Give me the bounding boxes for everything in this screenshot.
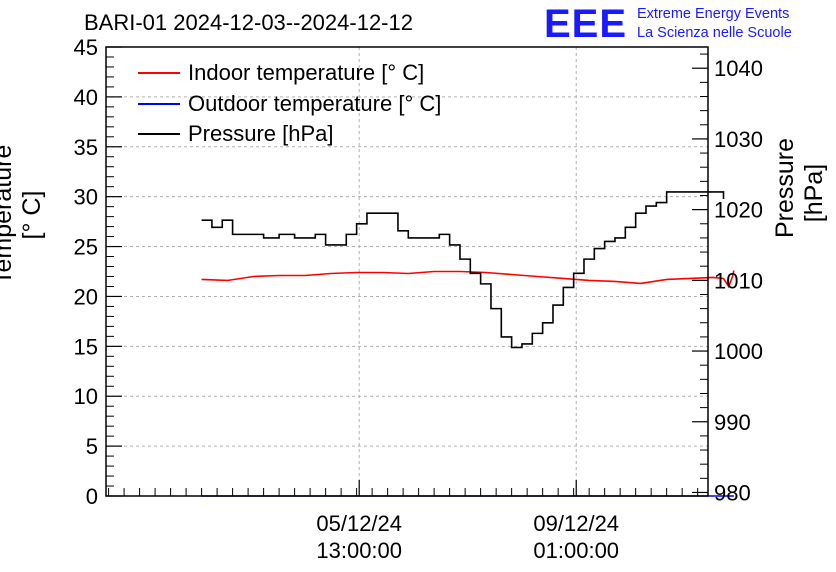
legend-label-pressure: Pressure [hPa]	[188, 121, 334, 146]
y-tick-label: 25	[74, 235, 98, 260]
series-line-2	[201, 191, 725, 349]
legend-label-outdoor: Outdoor temperature [° C]	[188, 91, 442, 116]
series-layer	[201, 191, 735, 497]
legend-swatch-outdoor	[138, 103, 180, 105]
grid	[106, 47, 708, 496]
axes: 0 5 10 15 20 25 30 35 40 45 980 990 1000 1010 1020 1030…	[74, 35, 763, 563]
series-line-0	[201, 270, 735, 289]
y2-tick-label: 1020	[714, 198, 763, 223]
y-tick-label: 5	[86, 434, 98, 459]
legend-label-indoor: Indoor temperature [° C]	[188, 60, 425, 85]
legend-swatch-indoor	[138, 72, 180, 74]
y-tick-label: 40	[74, 85, 98, 110]
chart-title: BARI-01 2024-12-03--2024-12-12	[84, 10, 413, 35]
y2-tick-label: 1030	[714, 127, 763, 152]
x-tick-label-date: 09/12/24	[533, 511, 619, 536]
y2-tick-label: 990	[714, 410, 751, 435]
y-tick-label: 45	[74, 35, 98, 60]
y2-tick-label: 1010	[714, 268, 763, 293]
x-tick-label-date: 05/12/24	[316, 511, 402, 536]
y2-tick-label: 1040	[714, 56, 763, 81]
plot-frame	[105, 46, 709, 497]
logo-line-1: Extreme Energy Events	[637, 6, 790, 22]
legend-swatch-pressure	[138, 133, 180, 135]
y-tick-label: 35	[74, 135, 98, 160]
y2-tick-label: 1000	[714, 339, 763, 364]
eee-logo: EEE	[544, 2, 628, 46]
x-tick-label-time: 13:00:00	[316, 538, 402, 563]
logo-line-2: La Scienza nelle Scuole	[637, 25, 792, 41]
x-tick-label-time: 01:00:00	[533, 538, 619, 563]
logo-text: Extreme Energy Events La Scienza nelle S…	[637, 5, 792, 43]
y-tick-label: 15	[74, 334, 98, 359]
y-tick-label: 0	[86, 484, 98, 509]
y-tick-label: 30	[74, 185, 98, 210]
y-tick-label: 10	[74, 384, 98, 409]
y-axis-label-left: Temperature [° C]	[0, 144, 46, 285]
y-tick-label: 20	[74, 284, 98, 309]
y2-tick-label: 980	[714, 480, 751, 505]
y-axis-label-right: Pressure [hPa]	[771, 137, 828, 238]
